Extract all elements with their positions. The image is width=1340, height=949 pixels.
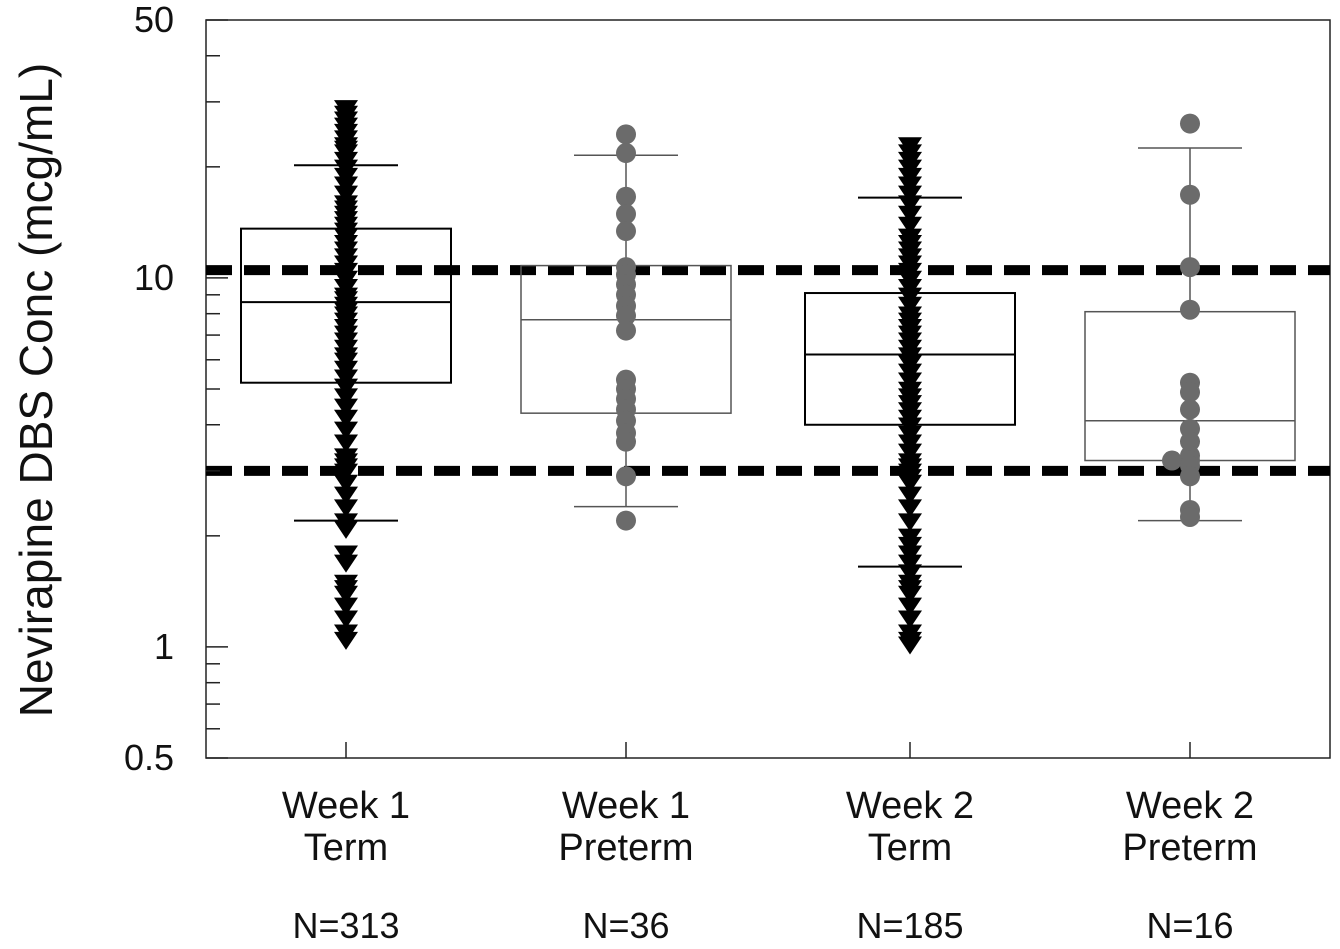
data-point-triangle: [898, 585, 922, 604]
sample-size-label: N=16: [1146, 905, 1233, 946]
x-category-label-line2: Preterm: [558, 827, 693, 869]
data-point-circle: [1180, 299, 1200, 320]
data-point-triangle: [334, 421, 358, 440]
data-point-circle: [616, 431, 636, 452]
x-category-label-line1: Week 2: [846, 785, 974, 827]
data-point-triangle: [334, 185, 358, 204]
data-point-triangle: [334, 176, 358, 195]
x-category-label-line2: Preterm: [1122, 827, 1257, 869]
data-point-circle: [616, 221, 636, 242]
data-point-triangle: [334, 369, 358, 388]
y-tick-label: 10: [134, 257, 174, 298]
data-point-circle: [1180, 431, 1200, 452]
data-point-circle: [616, 320, 636, 341]
data-point-triangle: [334, 463, 358, 482]
data-point-circle: [616, 204, 636, 225]
data-point-triangle: [898, 474, 922, 493]
data-point-circle: [1180, 113, 1200, 134]
data-point-triangle: [334, 545, 358, 564]
x-category-label-line2: Term: [868, 827, 952, 869]
data-point-triangle: [898, 195, 922, 214]
data-point-triangle: [898, 636, 922, 655]
x-category-label-line1: Week 2: [1126, 785, 1254, 827]
data-point-triangle: [898, 554, 922, 573]
data-point-triangle: [898, 513, 922, 532]
data-point-circle: [1180, 506, 1200, 527]
data-point-triangle: [334, 474, 358, 493]
y-tick-label: 1: [154, 626, 174, 667]
data-point-triangle: [898, 216, 922, 235]
reference-lines: [206, 265, 1330, 476]
x-category-label-line1: Week 1: [282, 785, 410, 827]
data-point-circle: [1180, 382, 1200, 403]
data-point-circle: [616, 466, 636, 487]
data-point-triangle: [334, 434, 358, 453]
data-point-triangle: [898, 499, 922, 518]
data-point-triangle: [334, 610, 358, 629]
data-point-circle: [616, 143, 636, 164]
data-point-triangle: [334, 631, 358, 650]
data-point-triangle: [898, 564, 922, 583]
data-point-circle: [616, 305, 636, 326]
data-point-triangle: [334, 378, 358, 397]
data-point-triangle: [898, 434, 922, 453]
data-point-triangle: [334, 486, 358, 505]
data-point-triangle: [898, 176, 922, 195]
y-tick-label: 50: [134, 0, 174, 40]
data-point-triangle: [334, 409, 358, 428]
data-point-triangle: [898, 545, 922, 564]
data-point-circle: [1180, 257, 1200, 278]
data-point-circle: [1180, 466, 1200, 487]
data-point-triangle: [334, 597, 358, 616]
data-point-triangle: [334, 554, 358, 573]
data-point-triangle: [334, 499, 358, 518]
data-point-triangle: [898, 597, 922, 616]
sample-size-label: N=36: [582, 905, 669, 946]
data-point-triangle: [898, 610, 922, 629]
data-point-triangle: [898, 185, 922, 204]
plot-border: [205, 19, 1331, 759]
x-category-label-line2: Term: [304, 827, 388, 869]
y-axis-title: Nevirapine DBS Conc (mcg/mL): [10, 63, 62, 717]
data-point-triangle: [898, 287, 922, 306]
data-point-triangle: [334, 585, 358, 604]
data-point-triangle: [334, 398, 358, 417]
data-point-triangle: [898, 372, 922, 391]
data-point-triangle: [898, 486, 922, 505]
data-point-triangle: [334, 520, 358, 539]
data-point-circle: [616, 510, 636, 531]
data-point-triangle: [898, 205, 922, 224]
data-point-circle: [1180, 399, 1200, 420]
y-tick-label: 0.5: [124, 737, 174, 778]
x-category-label-line1: Week 1: [562, 785, 690, 827]
data-point-circle: [1180, 184, 1200, 205]
points-layer: [334, 100, 1200, 655]
data-point-triangle: [898, 443, 922, 462]
sample-size-label: N=313: [292, 905, 399, 946]
data-point-circle: [616, 124, 636, 145]
data-point-circle: [616, 186, 636, 207]
plot-frame: [205, 19, 1331, 759]
box-layer: [240, 147, 1296, 568]
data-point-triangle: [898, 296, 922, 315]
y-axis: 50 10 1 0.5: [124, 0, 228, 778]
data-point-circle: [1162, 450, 1182, 471]
sample-size-label: N=185: [856, 905, 963, 946]
data-point-triangle: [334, 388, 358, 407]
